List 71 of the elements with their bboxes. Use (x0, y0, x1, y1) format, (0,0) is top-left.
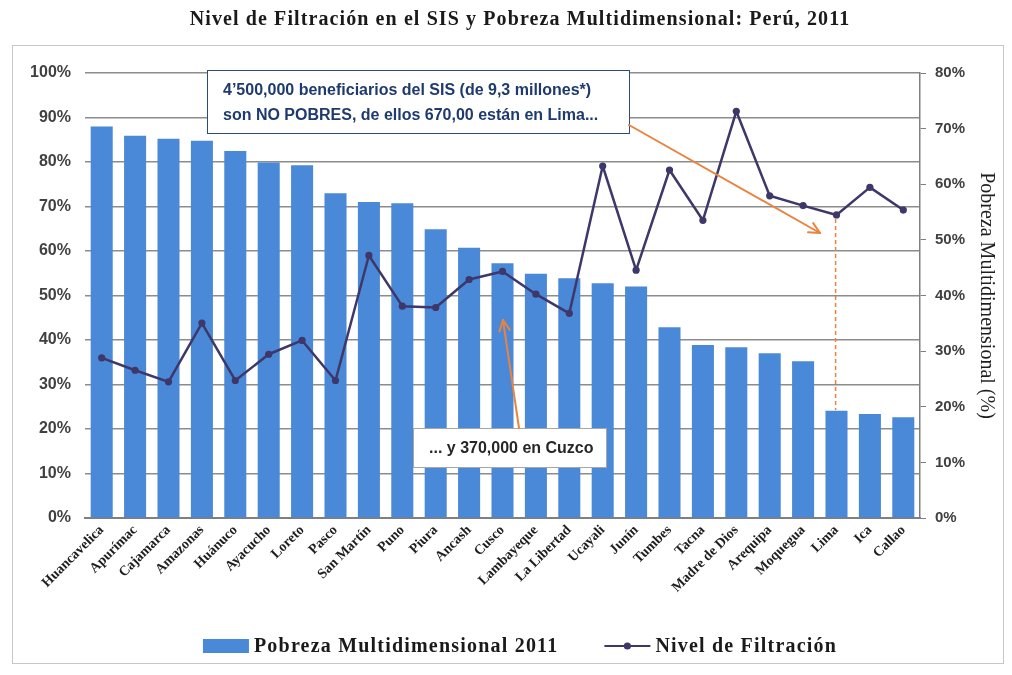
y-tick-label: 50% (38, 285, 71, 303)
bar (691, 345, 714, 518)
legend-label: Nivel de Filtración (655, 634, 838, 657)
y-tick-label: 70% (38, 196, 71, 214)
bar (257, 162, 280, 518)
y-tick-label: 80% (38, 152, 71, 170)
bar (190, 140, 213, 518)
bar (224, 150, 247, 518)
point (799, 202, 807, 210)
y-tick-label: 0% (47, 508, 71, 526)
bar (858, 413, 881, 518)
point (832, 211, 841, 219)
x-tick-label: Ica (850, 522, 875, 546)
y-tick-label: 100% (30, 63, 71, 81)
y2-tick-label: 40% (935, 285, 966, 303)
y-tick-label: 40% (38, 330, 71, 348)
legend-label: Pobreza Multidimensional 2011 (253, 634, 559, 657)
y2-tick-label: 30% (935, 341, 966, 359)
y-tick-label: 90% (38, 107, 71, 125)
y-tick-label: 20% (38, 419, 71, 437)
bar (291, 165, 314, 518)
point (131, 366, 139, 374)
point (632, 266, 640, 274)
bar (124, 135, 147, 518)
point (98, 354, 106, 362)
y2-tick-label: 20% (935, 396, 966, 414)
bar (725, 347, 748, 518)
annotation: ... y 370,000 en Cuzco (413, 428, 607, 468)
point (699, 216, 707, 224)
point (398, 302, 406, 310)
point (465, 275, 473, 284)
point (265, 350, 273, 358)
point (498, 267, 507, 276)
y-tick-label: 10% (38, 463, 71, 481)
y2-tick-label: 60% (935, 174, 966, 192)
point (298, 336, 306, 345)
point (365, 251, 373, 260)
chart-title: Nivel de Filtración en el SIS y Pobreza Multidimensional: Perú, 2011 (188, 7, 852, 30)
y2-tick-label: 0% (935, 508, 957, 526)
bar (825, 410, 848, 518)
annotation: 4’500,000 beneficiarios del SIS (de 9,3 millones*) son NO POBRES, de ellos 670,00 están en Lima... (207, 70, 630, 134)
point (899, 206, 907, 214)
point (532, 290, 540, 298)
y-tick-label: 30% (38, 374, 71, 392)
bar (90, 126, 113, 518)
bar (758, 353, 781, 518)
y2-tick-label: 70% (935, 118, 966, 136)
point (231, 376, 239, 385)
bar (792, 361, 815, 518)
bar (391, 203, 414, 518)
point (164, 378, 173, 386)
point (331, 376, 340, 385)
point (766, 192, 774, 200)
point (732, 107, 740, 115)
point (866, 183, 874, 191)
point (198, 319, 206, 327)
bar (625, 286, 648, 518)
bar (157, 138, 180, 518)
bar (892, 417, 915, 518)
y2-axis-title: Pobreza Multidimensional (%) (975, 172, 999, 419)
y2-tick-label: 50% (935, 230, 966, 248)
bar (357, 202, 380, 518)
y2-tick-label: 80% (935, 63, 966, 81)
y2-tick-label: 10% (935, 452, 966, 470)
bar (658, 327, 681, 518)
point (665, 166, 674, 174)
bar (324, 193, 347, 518)
point (432, 303, 440, 312)
y-tick-label: 60% (38, 241, 71, 259)
point (565, 309, 573, 317)
point (599, 162, 607, 170)
